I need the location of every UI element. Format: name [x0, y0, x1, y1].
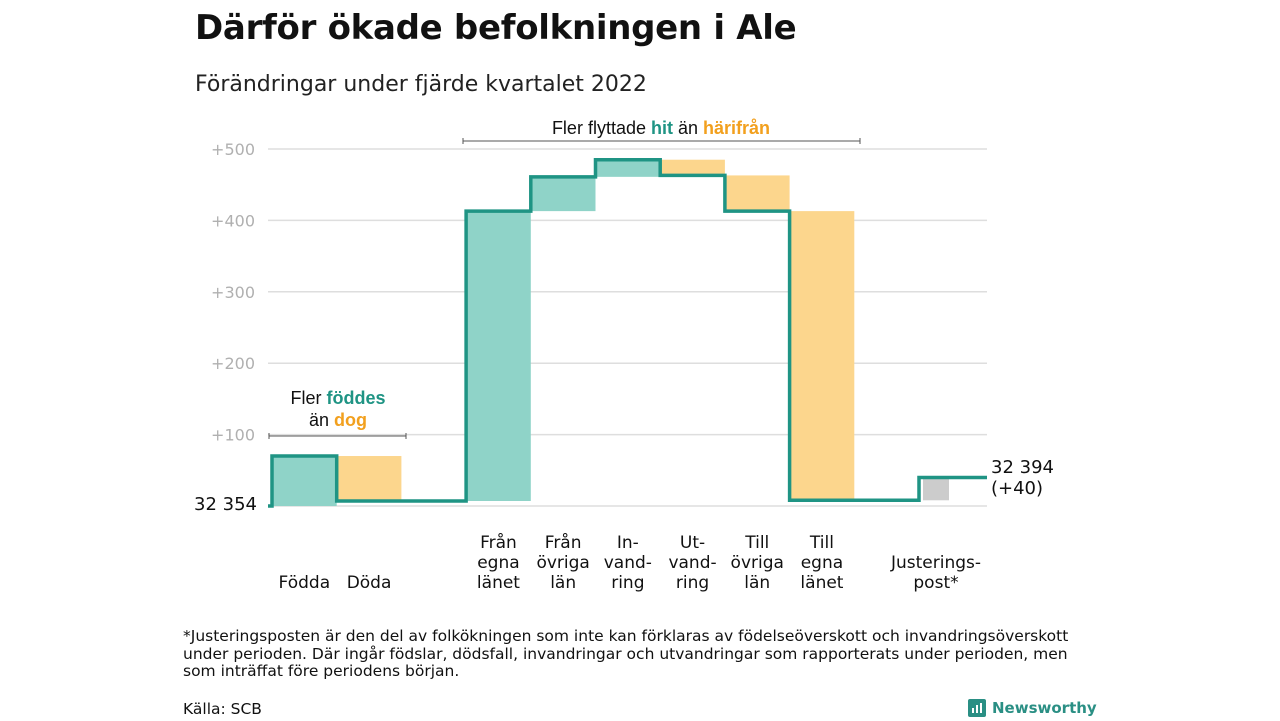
annotation-part: hit [651, 118, 673, 138]
footnote-line: som inträffat före periodens början. [183, 662, 460, 680]
waterfall-bar [923, 477, 949, 501]
x-category-label: In- [617, 533, 639, 553]
annotation-text: Fler föddes [290, 388, 385, 408]
x-category-label: Justerings- [890, 553, 981, 573]
x-category-label: länet [477, 573, 520, 593]
x-category-label: ring [611, 573, 644, 593]
footnote-line: *Justeringsposten är den del av folkökni… [183, 627, 1069, 645]
brand-name: Newsworthy [992, 699, 1097, 717]
annotation-part: härifrån [703, 118, 770, 138]
x-category-label: län [550, 573, 576, 593]
waterfall-bar [725, 175, 790, 212]
annotation-text: än dog [309, 410, 367, 430]
x-category-label: Ut- [680, 533, 705, 553]
chart-title: Därför ökade befolkningen i Ale [195, 8, 797, 48]
waterfall-bar [531, 176, 596, 212]
x-category-label: länet [800, 573, 843, 593]
x-category-label: Till [744, 533, 769, 553]
waterfall-bar [467, 211, 531, 502]
x-category-label: övriga [731, 553, 784, 573]
cumulative-step-line [268, 157, 987, 508]
x-category-label: egna [801, 553, 843, 573]
annotation-part: dog [334, 410, 367, 430]
waterfall-bar [337, 456, 402, 502]
waterfall-bar [661, 159, 725, 176]
annotation-text: Fler flyttade hit än härifrån [552, 118, 770, 138]
x-category-label: övriga [536, 553, 589, 573]
x-category-label: Från [480, 532, 517, 553]
y-tick-label: +300 [211, 283, 255, 302]
y-tick-label: +400 [211, 211, 255, 230]
bar-chart-icon [968, 699, 986, 717]
annotation-part: än [673, 118, 703, 138]
annotation-part: Fler [290, 388, 326, 408]
x-category-label: vand- [668, 553, 716, 573]
chart-subtitle: Förändringar under fjärde kvartalet 2022 [195, 72, 647, 97]
x-category-label: Till [809, 533, 834, 553]
x-category-label: län [744, 573, 770, 593]
waterfall-bar [596, 159, 661, 177]
source-text: Källa: SCB [183, 700, 262, 718]
annotation-part: föddes [326, 388, 385, 408]
y-tick-label: +200 [211, 354, 255, 373]
y-tick-label: +100 [211, 426, 255, 445]
start-value-label: 32 354 [194, 494, 257, 515]
annotation-part: än [309, 410, 334, 430]
x-category-label: vand- [604, 553, 652, 573]
x-category-label: ring [676, 573, 709, 593]
x-category-label: egna [477, 553, 519, 573]
brand-logo: Newsworthy [968, 697, 1097, 719]
waterfall-bar [273, 456, 337, 506]
waterfall-bar [790, 211, 855, 501]
y-tick-label: +500 [211, 140, 255, 159]
x-category-label: Från [545, 532, 582, 553]
x-category-label: Döda [347, 573, 392, 593]
x-category-label: Födda [279, 573, 331, 593]
annotation-part: Fler flyttade [552, 118, 651, 138]
x-category-label: post* [913, 573, 958, 593]
footnote: *Justeringsposten är den del av folkökni… [183, 627, 1069, 681]
end-value-label: (+40) [991, 478, 1043, 499]
footnote-line: under perioden. Där ingår födslar, dödsf… [183, 644, 1068, 663]
end-value-label: 32 394 [991, 457, 1054, 478]
